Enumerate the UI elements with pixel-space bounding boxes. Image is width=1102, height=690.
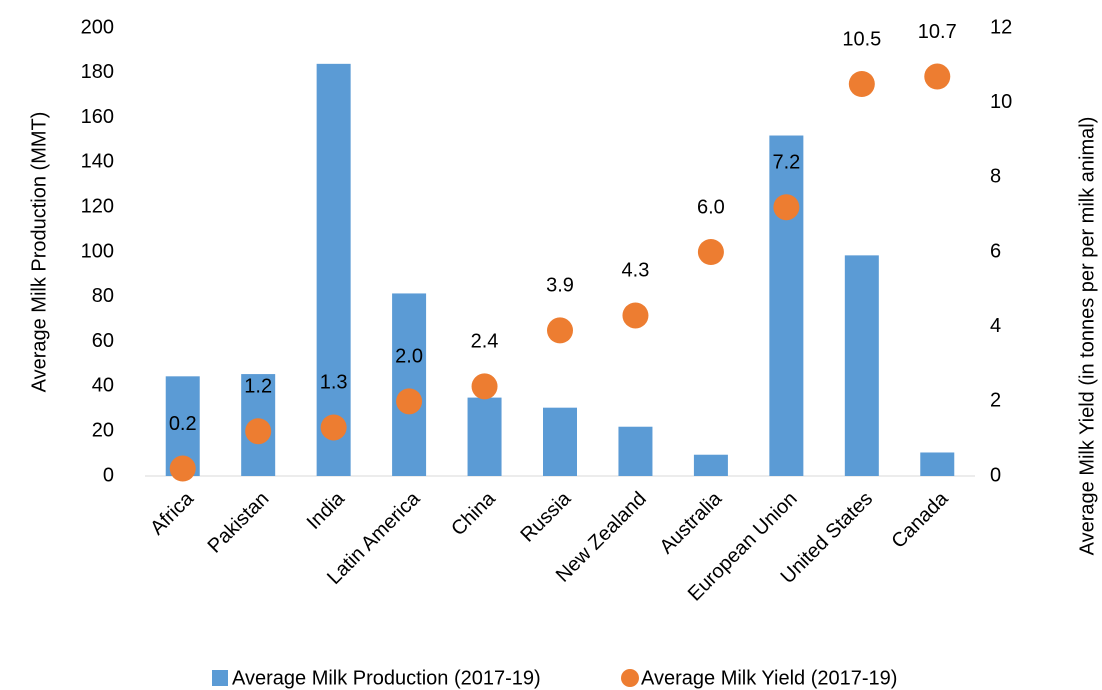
dot: [547, 317, 573, 344]
bar: [693, 454, 728, 476]
y-tick-label: 20: [92, 419, 114, 441]
y-tick-label: 200: [81, 16, 114, 38]
dot: [245, 418, 272, 445]
dot: [396, 388, 423, 415]
data-label: 7.2: [772, 151, 800, 173]
data-label: 2.4: [471, 331, 499, 353]
bar: [467, 397, 502, 476]
y-tick-label: 100: [81, 240, 114, 262]
dot: [471, 373, 498, 400]
dot: [169, 455, 196, 482]
y-axis-title: Average Milk Production (MMT): [28, 112, 50, 393]
dot: [697, 239, 724, 265]
data-label: 10.7: [918, 21, 957, 43]
bar: [920, 452, 955, 476]
y2-tick-label: 0: [990, 464, 1001, 486]
x-tick-label: Pakistan: [204, 488, 274, 558]
y-tick-label: 40: [92, 375, 114, 397]
y2-tick-label: 10: [990, 91, 1012, 113]
y-tick-label: 180: [81, 61, 114, 83]
x-tick-label: Africa: [146, 487, 198, 539]
y2-tick-label: 6: [990, 240, 1001, 262]
dot: [320, 414, 347, 441]
x-tick-label: Canada: [887, 487, 953, 553]
data-label: 1.3: [320, 372, 348, 394]
bar: [316, 63, 351, 477]
data-label: 6.0: [697, 196, 725, 218]
y-tick-label: 140: [81, 151, 114, 173]
x-tick-label: Russia: [516, 487, 575, 546]
data-label: 3.9: [546, 275, 574, 297]
dot: [924, 63, 951, 90]
bar: [543, 407, 577, 476]
dot: [848, 71, 875, 97]
bar: [392, 293, 427, 476]
x-tick-label: India: [303, 487, 350, 534]
y2-tick-label: 12: [990, 16, 1012, 38]
x-tick-label: Australia: [656, 487, 727, 558]
bar: [769, 135, 804, 476]
y-tick-label: 60: [92, 330, 114, 352]
legend-label: Average Milk Production (2017-19): [232, 667, 541, 689]
y2-axis-title: Average Milk Yield (in tonnes per per mi…: [1076, 117, 1098, 556]
legend-label: Average Milk Yield (2017-19): [641, 667, 897, 689]
legend-marker: [621, 669, 639, 687]
y2-tick-label: 8: [990, 166, 1001, 188]
data-label: 0.2: [169, 413, 197, 435]
y-tick-label: 160: [81, 106, 114, 128]
y-tick-label: 120: [81, 195, 114, 217]
legend-marker: [212, 670, 228, 686]
data-label: 4.3: [622, 260, 650, 282]
data-label: 1.2: [244, 375, 272, 397]
data-label: 10.5: [842, 28, 881, 50]
x-tick-label: China: [447, 487, 500, 540]
dot: [622, 302, 649, 329]
y-tick-label: 80: [92, 285, 114, 307]
bar: [618, 426, 653, 476]
dot: [773, 194, 800, 221]
data-label: 2.0: [395, 346, 423, 368]
y-tick-label: 0: [103, 464, 114, 486]
y2-tick-label: 4: [990, 315, 1001, 337]
y2-tick-label: 2: [990, 390, 1001, 412]
bar: [844, 255, 879, 476]
